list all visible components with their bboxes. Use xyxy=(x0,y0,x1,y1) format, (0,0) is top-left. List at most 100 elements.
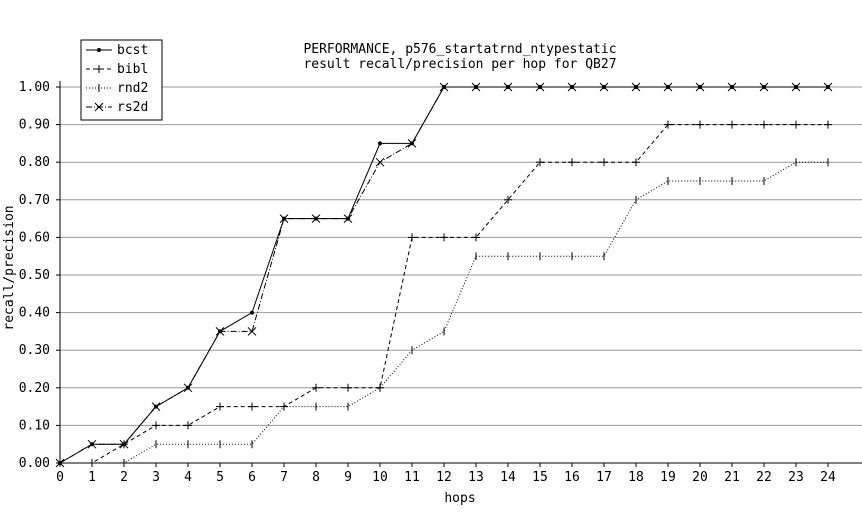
x-tick-label: 15 xyxy=(532,470,548,485)
data-point-bibl xyxy=(728,120,736,129)
data-point-rs2d xyxy=(151,402,161,411)
y-tick-label: 0.60 xyxy=(19,230,50,245)
data-point-rs2d xyxy=(663,82,673,92)
data-point-rs2d xyxy=(119,439,129,449)
y-tick-label: 0.50 xyxy=(19,268,50,283)
legend: bcst bibl rnd2 rs2d xyxy=(80,39,163,121)
y-tick-label: 0.10 xyxy=(19,418,50,433)
legend-label-rnd2: rnd2 xyxy=(117,81,148,96)
x-tick-label: 18 xyxy=(628,470,644,485)
x-axis-ticks: 0 1 2 3 4 5 6 7 8 9 10 11 12 13 14 15 16 17 18 19 20 21 22 23 24 xyxy=(56,463,836,485)
x-tick-label: 17 xyxy=(596,470,612,485)
data-point-bibl xyxy=(824,120,832,129)
data-point-bibl xyxy=(792,120,800,129)
x-tick-label: 14 xyxy=(500,470,516,485)
legend-label-bcst: bcst xyxy=(117,43,148,58)
data-point-rs2d xyxy=(439,82,449,92)
series-line-bibl xyxy=(60,124,828,464)
data-point-rs2d xyxy=(407,139,417,148)
x-tick-label: 23 xyxy=(788,470,804,485)
data-point-rs2d xyxy=(311,214,321,223)
y-tick-label: 1.00 xyxy=(19,80,50,95)
data-point-bibl xyxy=(536,158,544,167)
x-tick-label: 8 xyxy=(312,470,320,485)
data-point-bibl xyxy=(504,195,512,204)
y-axis-label: recall/precision xyxy=(2,205,17,330)
data-point-rs2d xyxy=(823,82,833,92)
data-point-bibl xyxy=(568,158,576,167)
x-tick-label: 13 xyxy=(468,470,484,485)
grid-lines xyxy=(60,86,862,464)
y-tick-label: 0.80 xyxy=(19,155,50,170)
chart-subtitle: result recall/precision per hop for QB27 xyxy=(303,57,616,72)
y-tick-label: 0.20 xyxy=(19,381,50,396)
data-point-rs2d xyxy=(183,383,193,393)
x-tick-label: 20 xyxy=(692,470,708,485)
x-tick-label: 3 xyxy=(152,470,160,485)
x-tick-label: 0 xyxy=(56,470,64,485)
y-tick-label: 0.00 xyxy=(19,456,50,471)
data-point-rs2d xyxy=(567,82,577,92)
data-point-bibl xyxy=(472,233,480,242)
axes xyxy=(59,81,862,464)
data-point-bcst xyxy=(250,310,254,315)
data-point-rs2d xyxy=(791,82,801,92)
data-point-bibl xyxy=(632,158,640,167)
data-point-bibl xyxy=(248,402,256,411)
data-point-bcst xyxy=(378,141,382,146)
data-point-bibl xyxy=(408,233,416,242)
x-tick-label: 2 xyxy=(120,470,128,485)
x-tick-label: 10 xyxy=(372,470,388,485)
x-tick-label: 9 xyxy=(344,470,352,485)
x-tick-label: 5 xyxy=(216,470,224,485)
x-tick-label: 24 xyxy=(820,470,836,485)
y-tick-label: 0.40 xyxy=(19,306,50,321)
data-point-bibl xyxy=(664,120,672,129)
x-tick-label: 12 xyxy=(436,470,452,485)
legend-marker-bcst xyxy=(97,48,101,52)
data-point-rs2d xyxy=(343,214,353,223)
series-markers xyxy=(55,82,833,468)
data-point-rs2d xyxy=(759,82,769,92)
x-tick-label: 11 xyxy=(404,470,420,485)
x-axis-label: hops xyxy=(444,491,475,506)
data-point-rs2d xyxy=(55,458,65,468)
data-point-rs2d xyxy=(599,82,609,92)
data-point-bibl xyxy=(152,421,160,430)
data-point-rs2d xyxy=(695,82,705,92)
data-point-bibl xyxy=(216,402,224,411)
data-point-bibl xyxy=(696,120,704,129)
chart-title: PERFORMANCE, p576_startatrnd_ntypestatic xyxy=(303,42,616,57)
legend-label-rs2d: rs2d xyxy=(117,100,148,115)
data-point-rs2d xyxy=(87,439,97,449)
data-point-bibl xyxy=(440,233,448,242)
data-point-bibl xyxy=(184,421,192,430)
legend-label-bibl: bibl xyxy=(117,62,148,77)
data-point-rs2d xyxy=(247,327,257,336)
y-tick-label: 0.70 xyxy=(19,193,50,208)
data-point-bibl xyxy=(760,120,768,129)
x-tick-label: 4 xyxy=(184,470,192,485)
legend-marker-rs2d xyxy=(94,102,104,112)
data-point-rs2d xyxy=(215,327,225,336)
x-tick-label: 16 xyxy=(564,470,580,485)
data-point-rs2d xyxy=(727,82,737,92)
data-point-rs2d xyxy=(503,82,513,92)
data-point-bibl xyxy=(312,383,320,392)
x-tick-label: 6 xyxy=(248,470,256,485)
data-point-rs2d xyxy=(471,82,481,92)
x-tick-label: 7 xyxy=(280,470,288,485)
data-point-rs2d xyxy=(279,214,289,223)
data-point-rs2d xyxy=(535,82,545,92)
y-axis-ticks: 0.00 0.10 0.20 0.30 0.40 0.50 0.60 0.70 0.80 0.90… xyxy=(19,80,60,471)
y-tick-label: 0.30 xyxy=(19,343,50,358)
data-point-rs2d xyxy=(375,157,385,167)
x-tick-label: 1 xyxy=(88,470,96,485)
data-point-bibl xyxy=(344,383,352,392)
data-point-bibl xyxy=(600,158,608,167)
x-tick-label: 19 xyxy=(660,470,676,485)
data-point-rs2d xyxy=(631,82,641,92)
x-tick-label: 22 xyxy=(756,470,772,485)
y-tick-label: 0.90 xyxy=(19,118,50,133)
